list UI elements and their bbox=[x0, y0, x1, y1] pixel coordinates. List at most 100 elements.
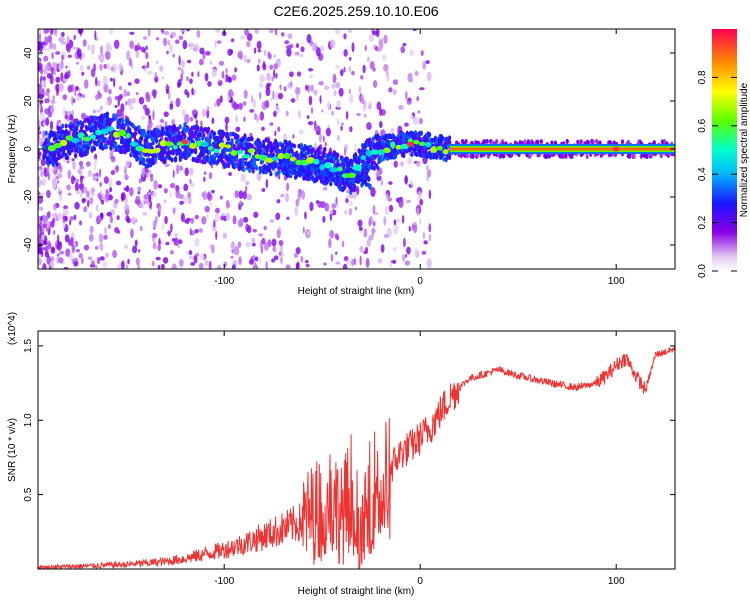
noise-speckle bbox=[328, 230, 335, 239]
noise-speckle bbox=[145, 93, 151, 103]
noise-speckle bbox=[216, 98, 221, 107]
noise-speckle bbox=[412, 116, 419, 126]
noise-speckle bbox=[178, 35, 184, 41]
spectral-peak-blob bbox=[100, 128, 109, 135]
noise-speckle bbox=[268, 29, 274, 34]
noise-speckle bbox=[124, 204, 130, 212]
spectral-band-cell bbox=[138, 151, 142, 157]
noise-speckle bbox=[98, 168, 102, 178]
noise-speckle bbox=[256, 172, 262, 182]
noise-speckle bbox=[418, 117, 424, 125]
noise-speckle bbox=[417, 110, 421, 114]
noise-speckle bbox=[380, 244, 385, 253]
noise-speckle bbox=[377, 258, 383, 264]
spectral-band-cell bbox=[166, 149, 171, 155]
spectral-peak-blob bbox=[82, 136, 92, 142]
noise-speckle bbox=[112, 250, 118, 259]
spectral-peak-blob bbox=[377, 149, 385, 156]
spectral-band-cell bbox=[465, 153, 469, 159]
noise-speckle bbox=[305, 263, 310, 268]
noise-speckle bbox=[300, 46, 305, 53]
noise-speckle bbox=[214, 29, 221, 33]
noise-speckle bbox=[240, 172, 246, 183]
spectral-band-cell bbox=[137, 125, 141, 131]
noise-speckle bbox=[280, 32, 285, 37]
noise-speckle bbox=[177, 66, 182, 71]
spectral-band-cell bbox=[626, 139, 630, 145]
noise-speckle bbox=[49, 260, 54, 269]
noise-speckle bbox=[384, 205, 390, 216]
noise-speckle bbox=[207, 81, 212, 87]
noise-speckle bbox=[360, 94, 364, 104]
noise-speckle bbox=[88, 256, 93, 261]
noise-speckle bbox=[64, 74, 69, 80]
noise-speckle bbox=[308, 68, 314, 72]
noise-speckle bbox=[171, 238, 176, 242]
spectral-band-cell bbox=[246, 136, 251, 142]
noise-speckle bbox=[252, 254, 256, 262]
colorbar-tick-label: 0.0 bbox=[697, 264, 708, 278]
noise-speckle bbox=[92, 109, 96, 114]
noise-speckle bbox=[179, 200, 184, 205]
noise-speckle bbox=[46, 189, 51, 199]
noise-speckle bbox=[273, 69, 276, 79]
noise-speckle bbox=[87, 44, 91, 51]
noise-speckle bbox=[336, 118, 340, 125]
noise-speckle bbox=[58, 82, 64, 92]
noise-speckle bbox=[232, 102, 238, 111]
noise-speckle bbox=[107, 224, 111, 229]
noise-speckle bbox=[46, 255, 52, 265]
noise-speckle bbox=[154, 71, 157, 78]
noise-speckle bbox=[414, 70, 419, 77]
noise-speckle bbox=[269, 64, 274, 70]
noise-speckle bbox=[335, 261, 341, 265]
noise-speckle bbox=[341, 122, 344, 126]
noise-speckle bbox=[62, 107, 66, 116]
spectral-band-cell bbox=[295, 150, 299, 156]
spectral-band-cell bbox=[329, 181, 333, 187]
spectral-peak-blob bbox=[407, 138, 414, 143]
noise-speckle bbox=[217, 78, 221, 82]
noise-speckle bbox=[109, 77, 114, 82]
spectral-peak-blob bbox=[277, 152, 285, 160]
noise-speckle bbox=[198, 228, 203, 233]
noise-speckle bbox=[152, 232, 158, 239]
noise-speckle bbox=[224, 116, 230, 124]
noise-speckle bbox=[64, 114, 69, 120]
noise-speckle bbox=[175, 97, 181, 108]
noise-speckle bbox=[259, 91, 262, 100]
spectral-band-cell bbox=[206, 126, 211, 132]
noise-speckle bbox=[243, 54, 248, 63]
noise-speckle bbox=[40, 158, 46, 167]
noise-speckle bbox=[135, 195, 141, 205]
spectral-band-cell bbox=[591, 139, 595, 145]
noise-speckle bbox=[406, 100, 412, 105]
noise-speckle bbox=[163, 30, 170, 36]
noise-speckle bbox=[199, 58, 204, 66]
noise-speckle bbox=[73, 261, 79, 267]
spectral-band-cell bbox=[471, 153, 475, 159]
noise-speckle bbox=[184, 113, 190, 124]
noise-speckle bbox=[404, 175, 408, 185]
noise-speckle bbox=[181, 68, 184, 77]
noise-speckle bbox=[419, 87, 425, 91]
noise-speckle bbox=[142, 212, 148, 216]
colorbar: 0.0 0.2 0.4 0.6 0.8 Normalized spectral ampl… bbox=[697, 29, 750, 278]
noise-speckle bbox=[405, 90, 408, 100]
noise-speckle bbox=[206, 109, 210, 119]
spectral-peak-blob bbox=[352, 164, 362, 171]
spectral-band-cell bbox=[539, 139, 543, 145]
noise-speckle bbox=[55, 76, 61, 83]
noise-speckle bbox=[356, 113, 362, 117]
noise-speckle bbox=[103, 63, 108, 69]
spectral-peak-blob bbox=[213, 148, 220, 154]
noise-speckle bbox=[327, 100, 331, 111]
noise-speckle bbox=[76, 190, 81, 195]
spectral-band-cell bbox=[208, 149, 212, 155]
noise-speckle bbox=[172, 207, 176, 215]
spectral-band-cell bbox=[154, 156, 158, 162]
noise-speckle bbox=[216, 264, 222, 269]
spectral-max-blob bbox=[181, 139, 189, 145]
noise-speckle bbox=[271, 76, 274, 82]
spectral-peak-blob bbox=[165, 141, 173, 147]
